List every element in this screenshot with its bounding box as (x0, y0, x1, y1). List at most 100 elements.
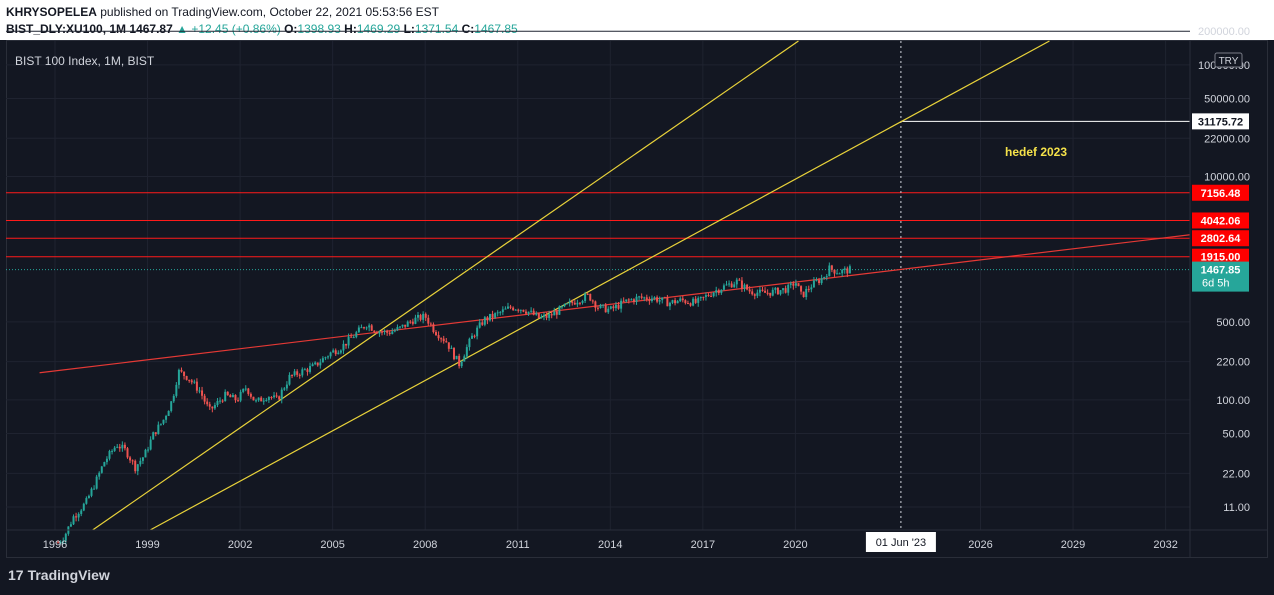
candle-body (458, 355, 461, 367)
candle-body (291, 374, 294, 376)
candle-body (468, 338, 471, 348)
candle-body (105, 458, 108, 463)
candle-body (622, 300, 625, 302)
candle-body (748, 289, 751, 292)
candle-body (131, 460, 134, 462)
candle-body (327, 356, 330, 358)
candle-body (427, 317, 430, 324)
price-label-box (1192, 113, 1249, 130)
tradingview-logo[interactable]: 17 TradingView (8, 567, 110, 583)
candle-body (496, 312, 499, 314)
x-tick-label: 2020 (783, 539, 807, 551)
author-name[interactable]: KHRYSOPELEA (6, 5, 97, 19)
candle-body (674, 300, 677, 304)
candle-body (766, 292, 769, 294)
candle-body (180, 369, 183, 372)
candle-body (170, 401, 173, 411)
candle-body (134, 460, 137, 472)
candle-body (802, 291, 805, 298)
candle-body (445, 341, 448, 343)
candle-body (638, 296, 641, 298)
candle-body (57, 542, 60, 544)
candle-body (519, 309, 522, 311)
candle-body (594, 301, 597, 308)
candle-body (794, 283, 797, 286)
open-value: 1398.93 (297, 22, 341, 36)
candle-body (193, 381, 196, 383)
publish-header: KHRYSOPELEA published on TradingView.com… (0, 0, 1274, 40)
candle-body (437, 335, 440, 339)
candle-body (262, 400, 265, 402)
candle-body (419, 314, 422, 320)
candle-body (177, 369, 180, 385)
candle-body (62, 540, 65, 542)
candle-body (789, 283, 792, 285)
candle-body (833, 269, 836, 274)
trend-lines (39, 40, 1191, 531)
low-value: 1371.54 (414, 22, 459, 36)
candle-body (224, 391, 227, 402)
candle-body (699, 296, 702, 299)
candle-body (123, 444, 126, 449)
candle-body (542, 315, 545, 317)
candle-body (80, 510, 83, 514)
candle-body (843, 268, 846, 270)
candle-body (609, 306, 612, 309)
candle-body (530, 310, 533, 312)
candle-body (332, 350, 335, 353)
candle-body (841, 269, 844, 274)
candle-body (321, 358, 324, 363)
candle-body (314, 362, 317, 365)
trend-line-upper (92, 40, 799, 531)
candle-body (689, 303, 692, 306)
candle-body (758, 289, 761, 293)
candle-body (59, 541, 62, 543)
candle-body (740, 280, 743, 289)
candle-body (722, 285, 725, 290)
candle-body (584, 293, 587, 301)
candle-body (450, 347, 453, 349)
high-label: H: (344, 22, 357, 36)
candle-body (702, 296, 705, 298)
candle-body (393, 330, 396, 332)
candle-body (717, 290, 720, 294)
y-tick-label: 10000.00 (1204, 172, 1250, 184)
candle-body (555, 311, 558, 315)
candle-body (548, 314, 551, 318)
candle-body (800, 286, 803, 292)
candle-body (452, 347, 455, 360)
candle-body (152, 432, 155, 440)
candle-body (712, 292, 715, 297)
candle-body (198, 390, 201, 392)
y-tick-label: 50.00 (1222, 429, 1250, 441)
candle-body (85, 498, 88, 504)
candle-body (715, 290, 718, 293)
crosshair-date-box (865, 532, 936, 552)
candle-body (172, 395, 175, 402)
tv-logo-icon: 17 (8, 567, 24, 583)
candle-body (278, 396, 281, 400)
last-price-box (1192, 261, 1249, 292)
candle-body (491, 313, 494, 318)
price-label: 2802.64 (1201, 233, 1242, 245)
candle-body (375, 332, 378, 334)
candle-body (751, 291, 754, 295)
trend-line-red (39, 234, 1191, 374)
candle-body (77, 513, 80, 518)
candle-body (98, 472, 101, 477)
candle-body (267, 397, 270, 400)
chart-axes: 1996 1999 2002 2005 2008 2011 2014 2017 2020 2026… (6, 26, 1267, 557)
candle-body (288, 374, 291, 385)
candle-body (476, 327, 479, 337)
candle-body (807, 288, 810, 290)
candle-body (650, 298, 653, 302)
candle-body (337, 352, 340, 355)
candle-body (257, 397, 260, 401)
candle-body (93, 488, 96, 490)
chart-grid (6, 30, 1190, 530)
candle-body (414, 317, 417, 324)
candle-body (499, 312, 502, 314)
candle-body (640, 296, 643, 298)
candle-body (527, 311, 530, 314)
